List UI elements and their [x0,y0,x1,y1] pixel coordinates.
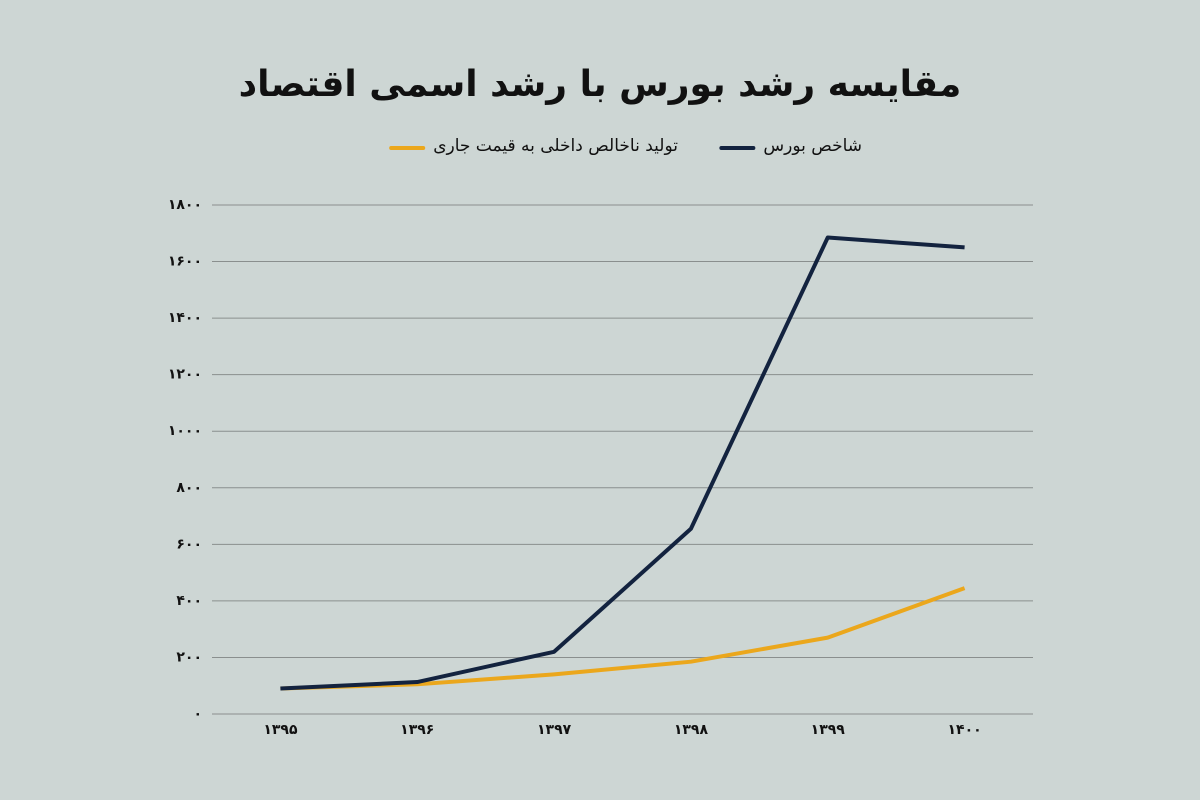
y-tick-label: ۴۰۰ [176,593,202,609]
x-tick-label: ۱۴۰۰ [947,722,981,738]
y-tick-label: ۲۰۰ [176,649,202,665]
y-tick-label: ۱۴۰۰ [168,310,202,326]
y-tick-label: ۱۰۰۰ [168,423,202,439]
x-tick-label: ۱۳۹۹ [811,722,846,738]
chart-title: مقایسه رشد بورس با رشد اسمی اقتصاد [239,64,962,105]
y-tick-label: ۱۲۰۰ [168,367,202,383]
series-line [280,586,966,691]
x-tick-label: ۱۳۹۵ [263,722,298,738]
x-tick-label: ۱۳۹۷ [537,722,572,738]
series-line [280,235,965,691]
y-tick-label: ۱۸۰۰ [168,197,202,213]
legend-label: شاخص بورس [763,136,862,156]
y-tick-label: ۰ [193,706,202,722]
x-tick-label: ۱۳۹۶ [400,722,434,738]
y-tick-label: ۸۰۰ [176,480,202,496]
legend-label: تولید ناخالص داخلی به قیمت جاری [433,136,678,156]
x-tick-label: ۱۳۹۸ [674,722,709,738]
y-tick-label: ۶۰۰ [176,536,202,552]
y-tick-label: ۱۶۰۰ [168,254,202,270]
